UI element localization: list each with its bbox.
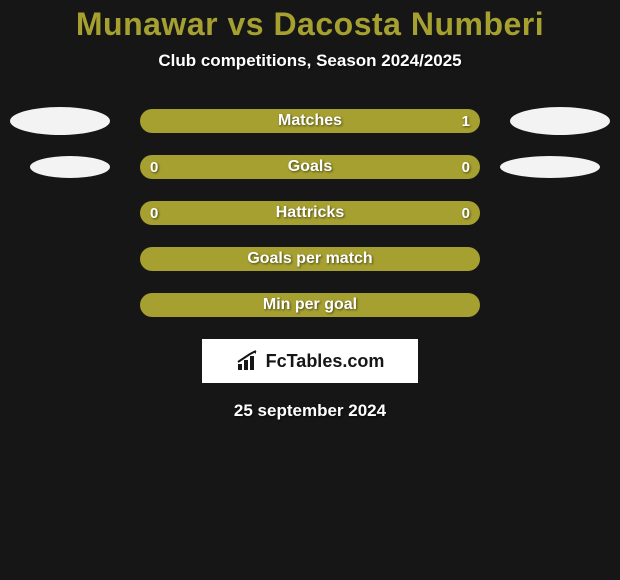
stat-value-right: 1 (462, 113, 470, 130)
player-oval-left (10, 107, 110, 135)
stat-value-left: 0 (150, 159, 158, 176)
stat-row: Matches 1 (0, 109, 620, 133)
stat-bar: Goals per match (140, 247, 480, 271)
bar-chart-icon (236, 350, 260, 372)
stat-label: Goals per match (247, 250, 372, 268)
player-oval-right (510, 107, 610, 135)
player-oval-right (500, 156, 600, 178)
player-oval-left (30, 156, 110, 178)
stat-row: Min per goal (0, 293, 620, 317)
stat-bar: Min per goal (140, 293, 480, 317)
stat-row: 0 Hattricks 0 (0, 201, 620, 225)
stat-rows: Matches 1 0 Goals 0 0 Hattricks 0 (0, 109, 620, 317)
stat-value-left: 0 (150, 205, 158, 222)
stat-row: 0 Goals 0 (0, 155, 620, 179)
logo-box: FcTables.com (202, 339, 418, 383)
subtitle: Club competitions, Season 2024/2025 (0, 51, 620, 71)
date-text: 25 september 2024 (0, 401, 620, 421)
stat-row: Goals per match (0, 247, 620, 271)
page-title: Munawar vs Dacosta Numberi (0, 0, 620, 43)
stat-value-right: 0 (462, 205, 470, 222)
stat-bar: 0 Hattricks 0 (140, 201, 480, 225)
stat-bar: 0 Goals 0 (140, 155, 480, 179)
stat-label: Goals (288, 158, 332, 176)
stat-value-right: 0 (462, 159, 470, 176)
stat-label: Matches (278, 112, 342, 130)
logo-text: FcTables.com (266, 351, 385, 372)
stat-label: Hattricks (276, 204, 344, 222)
stat-bar: Matches 1 (140, 109, 480, 133)
comparison-infographic: Munawar vs Dacosta Numberi Club competit… (0, 0, 620, 580)
stat-label: Min per goal (263, 296, 357, 314)
